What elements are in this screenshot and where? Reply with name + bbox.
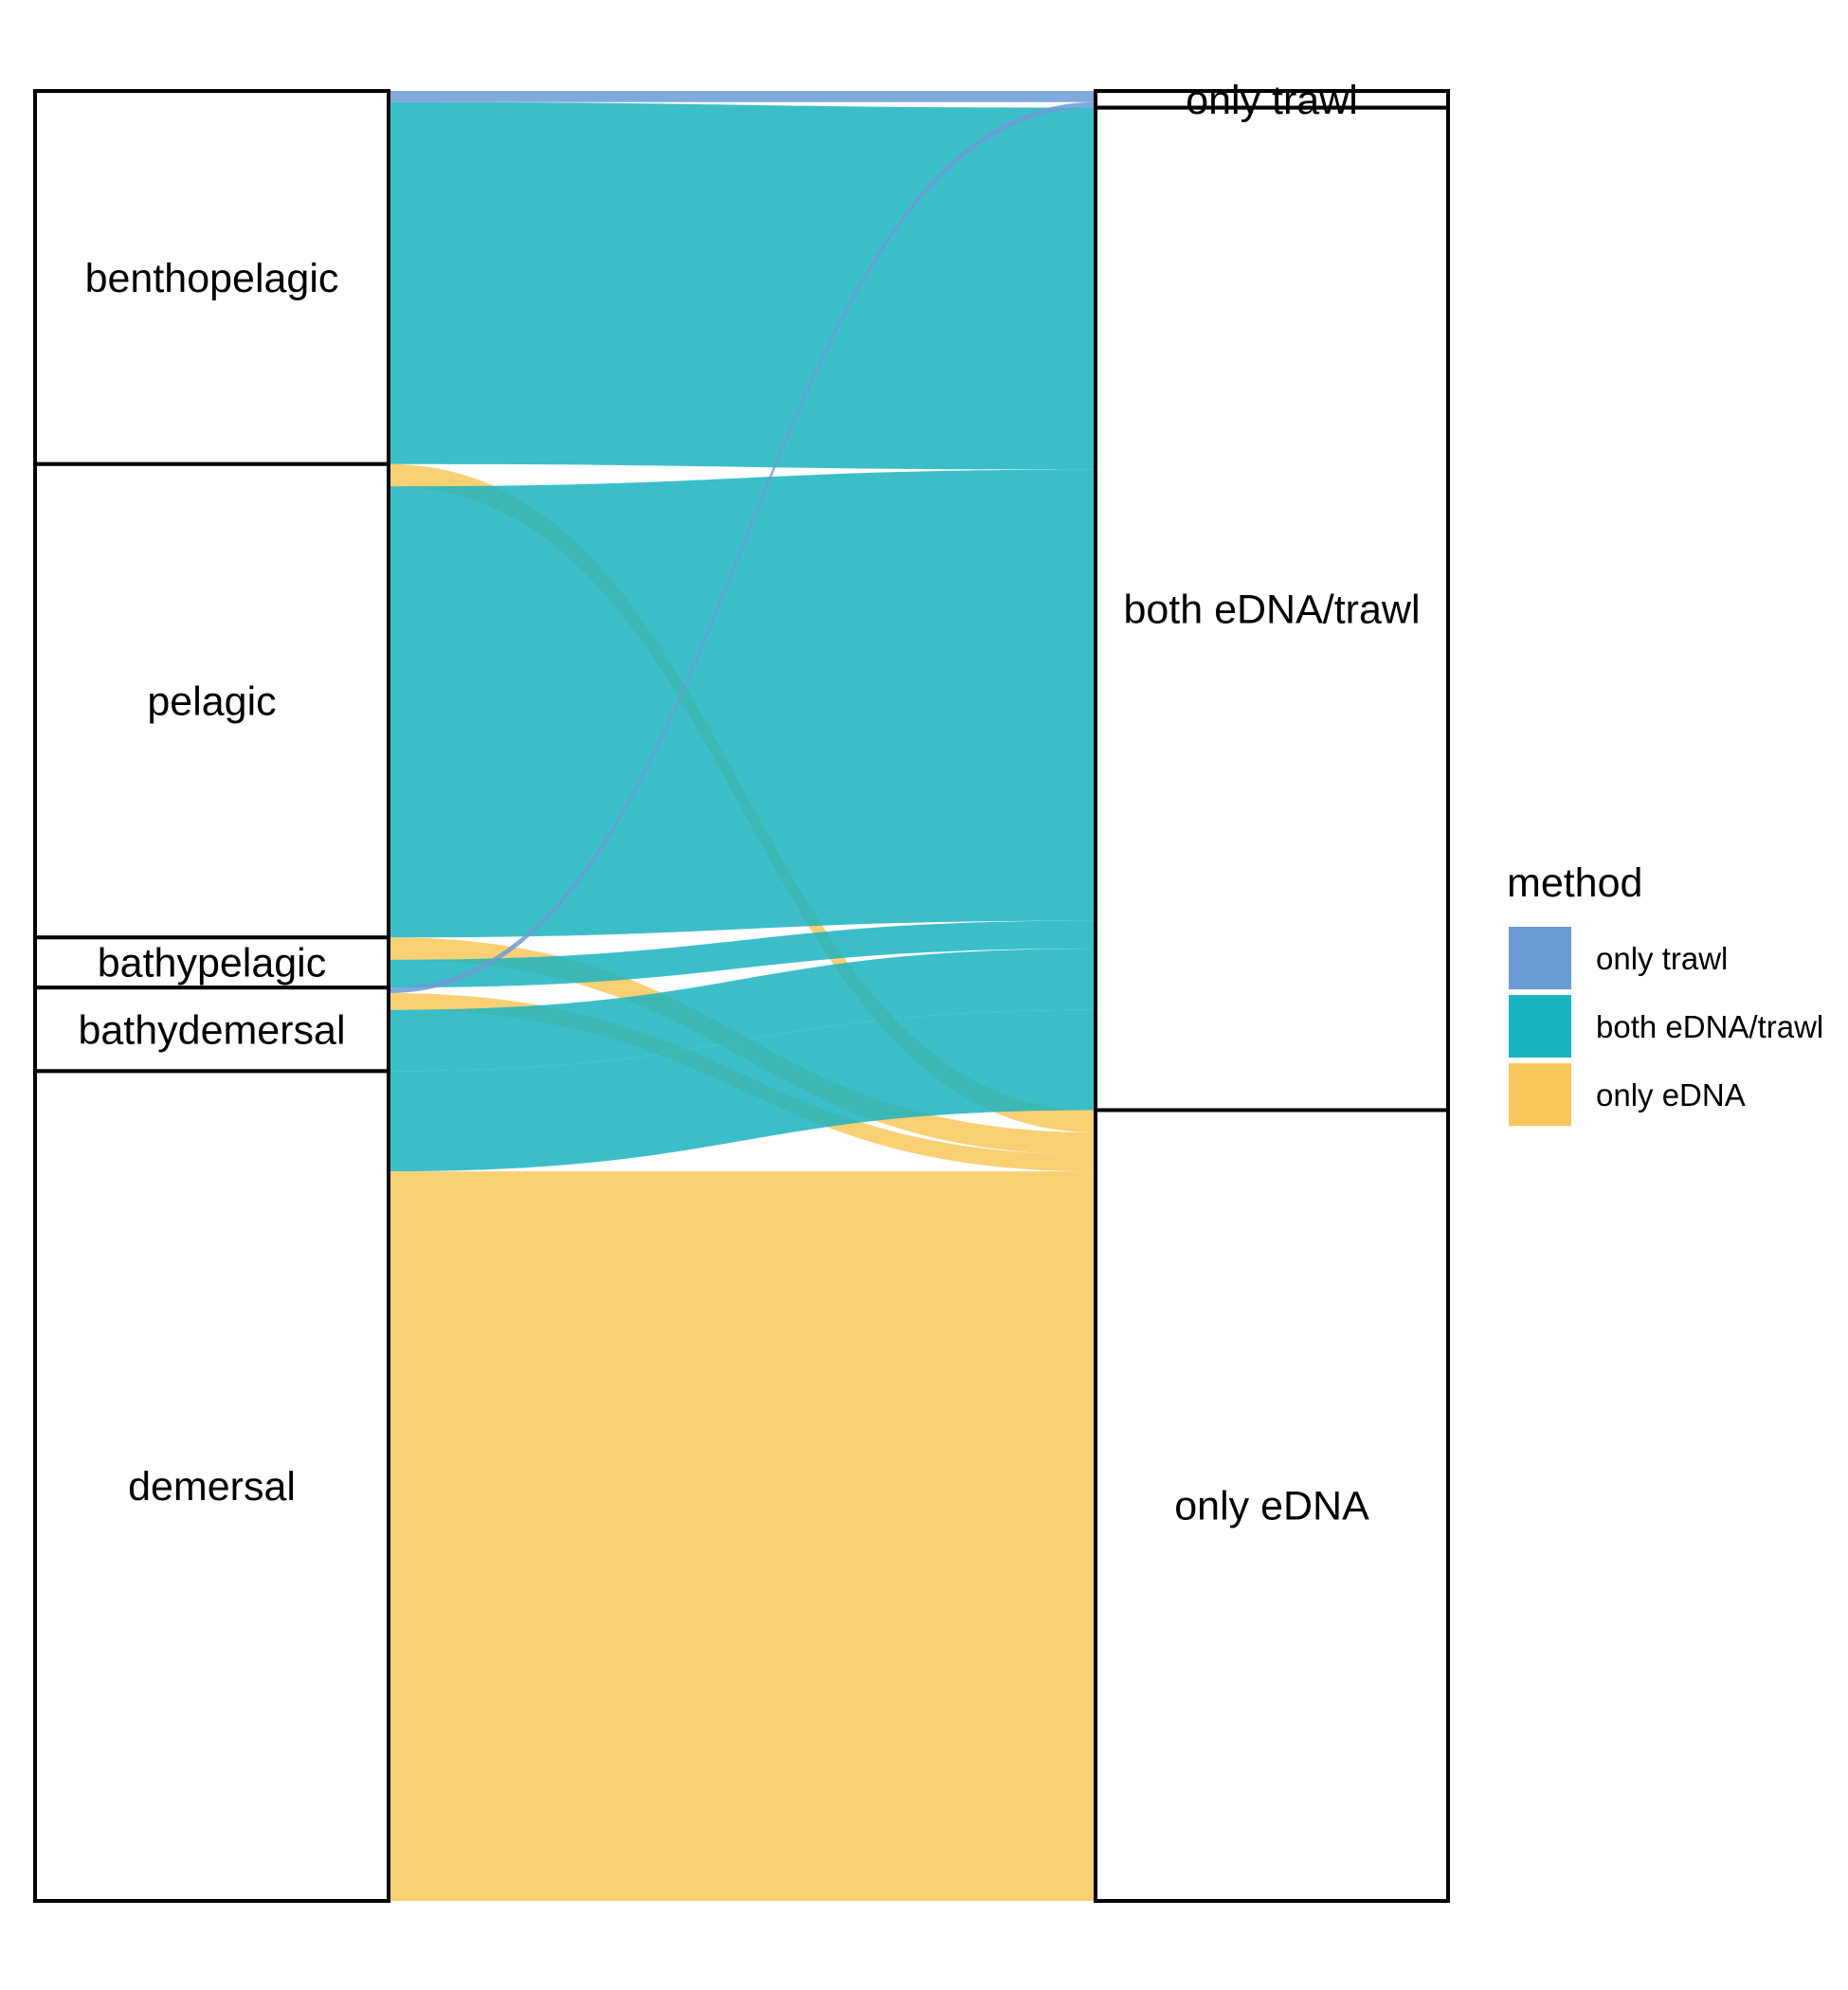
flow-bathypelagic-to-both-edna-trawl: [389, 920, 1096, 988]
stratum-label-only-edna: only eDNA: [1174, 1484, 1369, 1529]
stratum-box-pelagic: [33, 461, 390, 940]
stratum-label-pelagic: pelagic: [147, 679, 276, 725]
flow-demersal-to-only-edna: [389, 1171, 1096, 1901]
stratum-box-bathypelagic: [33, 935, 390, 990]
legend-title: method: [1507, 860, 1642, 906]
flow-pelagic-to-both-edna-trawl: [389, 469, 1096, 938]
legend-label-only-trawl: only trawl: [1596, 941, 1728, 976]
flows-layer: [389, 91, 1096, 1901]
flow-benthopelagic-to-both-edna-trawl: [389, 101, 1096, 470]
stratum-box-both-edna-trawl: [1094, 105, 1450, 1113]
flow-bathydemersal-to-only-trawl: [389, 101, 1096, 994]
legend-label-both-edna-trawl: both eDNA/trawl: [1596, 1009, 1823, 1044]
legend-swatch-only-trawl: [1509, 927, 1571, 989]
stratum-label-both-edna-trawl: both eDNA/trawl: [1123, 588, 1420, 633]
stratum-box-benthopelagic: [33, 89, 390, 466]
stratum-box-demersal: [33, 1069, 390, 1904]
flow-benthopelagic-to-only-trawl: [389, 91, 1096, 102]
stratum-label-bathydemersal: bathydemersal: [78, 1007, 345, 1053]
stratum-box-only-edna: [1094, 1108, 1450, 1903]
stratum-label-benthopelagic: benthopelagic: [85, 256, 339, 301]
flow-demersal-to-both-edna-trawl: [389, 1009, 1096, 1172]
legend-swatch-both-edna-trawl: [1509, 995, 1571, 1058]
stratum-label-only-trawl: only trawl: [1186, 78, 1358, 123]
stratum-label-bathypelagic: bathypelagic: [98, 941, 326, 986]
strata-layer: benthopelagic pelagic bathypelagic bathydem…: [33, 78, 1450, 1904]
legend-label-only-edna: only eDNA: [1596, 1077, 1746, 1113]
stratum-label-demersal: demersal: [128, 1464, 296, 1510]
flow-bathydemersal-to-both-edna-trawl: [389, 949, 1096, 1072]
legend-swatch-only-edna: [1509, 1063, 1571, 1126]
legend: method only trawl both eDNA/trawl only eDN…: [1507, 860, 1823, 1126]
